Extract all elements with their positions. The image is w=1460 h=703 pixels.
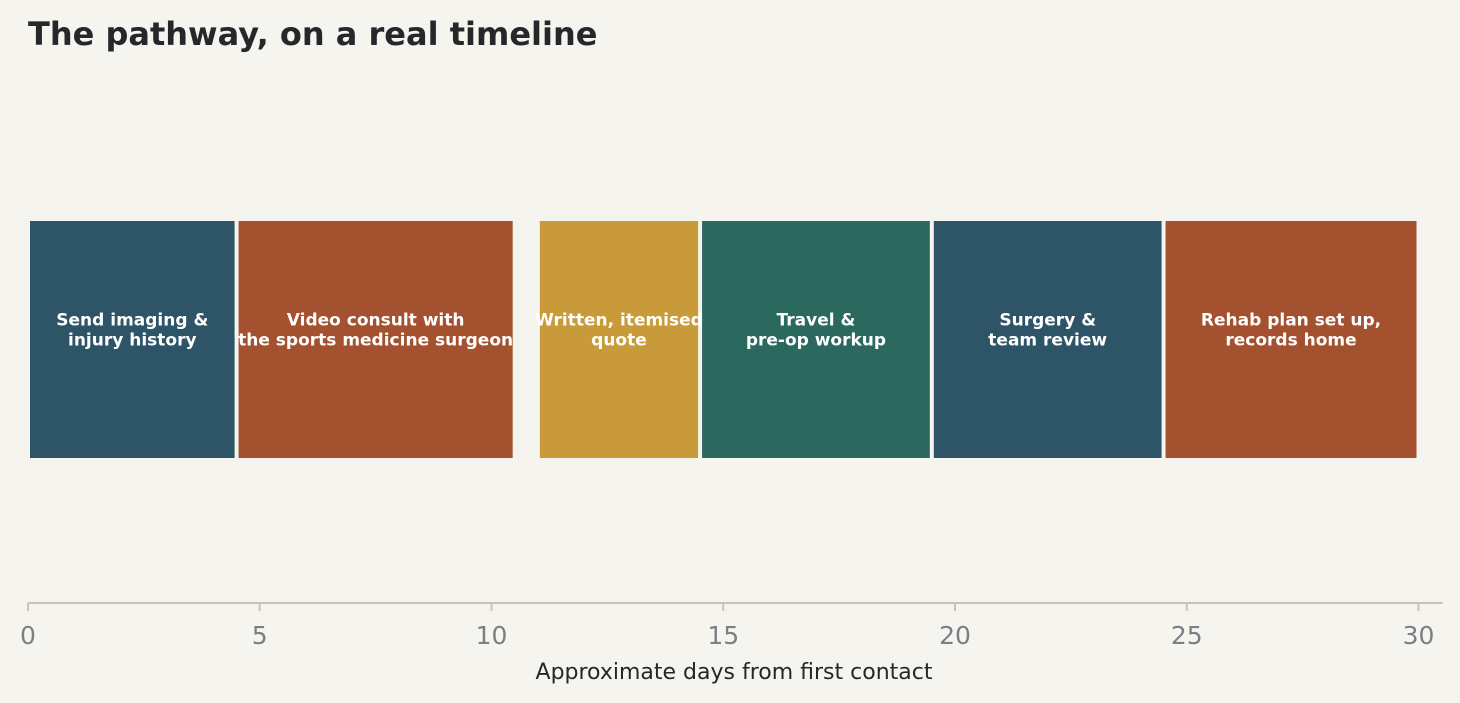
x-tick-label: 20 xyxy=(939,621,971,650)
x-tick-label: 5 xyxy=(252,621,268,650)
segment-bar xyxy=(1165,221,1417,458)
segment-bar xyxy=(933,221,1162,458)
segment-label: Video consult with the sports medicine su… xyxy=(238,311,513,351)
timeline-segment: Surgery & team review xyxy=(933,221,1162,458)
x-tick-label: 30 xyxy=(1403,621,1435,650)
x-tick-label: 15 xyxy=(707,621,739,650)
timeline-segment: Video consult with the sports medicine su… xyxy=(238,221,513,458)
timeline-segment: Send imaging & injury history xyxy=(30,221,235,458)
chart-title: The pathway, on a real timeline xyxy=(28,15,597,53)
segment-label: Written, itemised quote xyxy=(535,311,703,351)
x-tick-label: 0 xyxy=(20,621,36,650)
segment-label: Send imaging & injury history xyxy=(56,311,208,351)
timeline-segment: Travel & pre-op workup xyxy=(702,221,930,458)
segment-bar xyxy=(702,221,930,458)
segment-label: Rehab plan set up, records home xyxy=(1201,311,1381,351)
segment-bar xyxy=(238,221,513,458)
x-tick-label: 25 xyxy=(1171,621,1203,650)
x-axis: 0 5 10 15 20 25 30 xyxy=(20,602,1443,650)
timeline-segment: Rehab plan set up, records home xyxy=(1165,221,1417,458)
x-tick-label: 10 xyxy=(476,621,508,650)
timeline-segment: Written, itemised quote xyxy=(535,221,703,458)
segment-label: Surgery & team review xyxy=(988,311,1107,351)
segment-bar xyxy=(30,221,235,458)
segment-bar xyxy=(539,221,699,458)
x-axis-label: Approximate days from first contact xyxy=(536,660,933,685)
segment-label: Travel & pre-op workup xyxy=(746,311,886,351)
timeline-bars: Send imaging & injury history Video consul… xyxy=(30,221,1417,458)
